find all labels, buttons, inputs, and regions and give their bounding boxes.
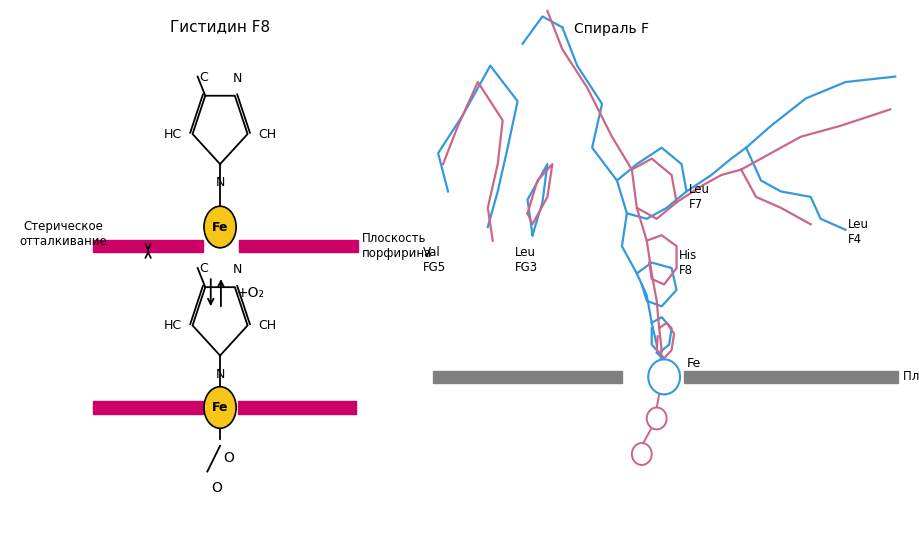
Circle shape <box>648 359 679 394</box>
Text: Стерическое
отталкивание: Стерическое отталкивание <box>19 220 108 248</box>
Text: N: N <box>215 368 224 381</box>
Text: N: N <box>233 72 242 85</box>
Circle shape <box>631 443 651 465</box>
Text: +O₂: +O₂ <box>237 286 265 300</box>
Bar <box>433 371 621 383</box>
Bar <box>239 240 357 252</box>
Text: Плоскость порфирина: Плоскость порфирина <box>902 370 919 383</box>
Bar <box>238 401 356 414</box>
Text: Leu
F7: Leu F7 <box>688 183 709 211</box>
Text: C: C <box>199 262 208 275</box>
Bar <box>93 240 203 252</box>
Text: CH: CH <box>258 127 276 141</box>
Text: Плоскость
порфирина: Плоскость порфирина <box>361 231 432 260</box>
Circle shape <box>646 408 666 429</box>
Text: N: N <box>215 176 224 189</box>
Text: N: N <box>233 263 242 276</box>
Text: His
F8: His F8 <box>678 248 697 277</box>
Text: HC: HC <box>164 127 182 141</box>
Text: Fe: Fe <box>211 401 228 414</box>
Text: Leu
F4: Leu F4 <box>847 218 868 247</box>
Text: Спираль F: Спираль F <box>573 22 649 36</box>
Text: Гистидин F8: Гистидин F8 <box>170 19 270 34</box>
Text: O: O <box>211 481 222 496</box>
Text: CH: CH <box>258 319 276 332</box>
Text: Leu
FG3: Leu FG3 <box>515 246 538 274</box>
Bar <box>93 401 203 414</box>
Text: C: C <box>199 71 208 84</box>
Text: Fe: Fe <box>211 220 228 234</box>
Bar <box>684 371 897 383</box>
Text: HC: HC <box>164 319 182 332</box>
Circle shape <box>204 387 236 428</box>
Text: O: O <box>223 451 234 465</box>
Text: Val
FG5: Val FG5 <box>423 246 446 274</box>
Circle shape <box>204 206 236 248</box>
Text: Fe: Fe <box>686 357 700 370</box>
